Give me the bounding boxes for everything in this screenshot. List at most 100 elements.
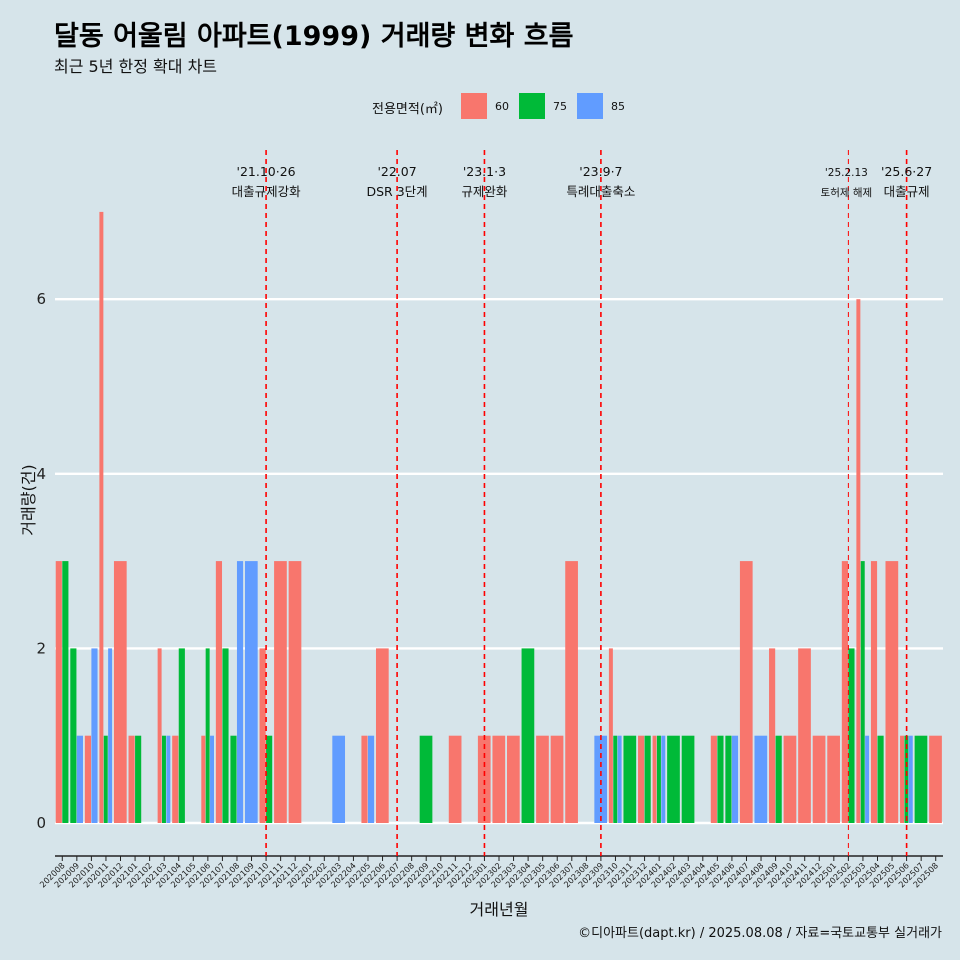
bar-202401-60 [652,735,657,823]
bar-202010-60 [84,735,91,823]
bar-202505-60 [885,561,899,823]
y-tick-label-0: 0 [36,814,46,832]
event-text-5: 대출규제 [884,184,930,199]
bar-202502-60 [841,561,848,823]
bar-202503-85 [865,735,870,823]
bar-202110-75 [266,735,273,823]
bar-202406-85 [731,735,739,823]
legend-key-85 [577,93,603,119]
bar-202107-75 [222,648,229,823]
bar-202409-75 [775,735,782,823]
bar-202504-60 [870,561,878,823]
bar-202306-60 [550,735,564,823]
bar-202412-60 [812,735,826,823]
bar-202302-60 [492,735,506,823]
bar-202312-60 [638,735,645,823]
bar-202106-85 [210,735,215,823]
bar-202503-75 [860,561,865,823]
bar-202010-85 [91,648,98,823]
event-date-2: '23.1·3 [463,164,506,179]
source-caption: ©디아파트(dapt.kr) / 2025.08.08 / 자료=국토교통부 실… [578,926,942,941]
legend-key-60 [461,93,487,119]
bar-202107-60 [215,561,223,823]
bar-202305-60 [536,735,549,823]
bar-202008-75 [62,561,69,823]
bar-202507-75 [914,735,928,823]
bar-202309-85 [594,735,608,823]
bar-202405-60 [710,735,717,823]
event-text-0: 대출규제강화 [232,184,302,199]
y-axis-title: 거래량(건) [19,464,38,535]
event-date-5: '25.6·27 [881,164,932,179]
bar-202310-75 [613,735,618,823]
bar-202406-75 [725,735,732,823]
bar-202203-85 [332,735,346,823]
y-tick-label-4: 4 [36,465,46,483]
bar-202502-75 [848,648,855,823]
bar-202106-75 [205,648,210,823]
bar-202011-85 [108,648,113,823]
bar-202503-60 [856,299,861,823]
bar-202008-60 [55,561,62,823]
bar-202012-60 [113,561,127,823]
legend-key-75 [519,93,545,119]
bar-202508-60 [929,735,942,823]
bar-202403-75 [681,735,695,823]
bar-202103-60 [157,648,162,823]
bar-202109-85 [244,561,258,823]
bar-202106-60 [201,735,206,823]
bar-202506-85 [908,735,913,823]
bar-202407-60 [739,561,753,823]
bar-202307-60 [565,561,578,823]
event-date-1: '22.07 [377,164,416,179]
bar-202009-85 [76,735,83,823]
bar-202301-60 [477,735,491,823]
bar-202101-75 [135,735,142,823]
bar-202211-60 [448,735,462,823]
event-text-1: DSR 3단계 [367,184,428,199]
chart-subtitle: 최근 5년 한정 확대 차트 [54,57,218,76]
bar-202304-75 [521,648,535,823]
event-text-3: 특례대출축소 [566,184,635,199]
chart-title: 달동 어울림 아파트(1999) 거래량 변화 흐름 [54,21,574,52]
bar-202110-60 [259,648,266,823]
event-date-3: '23.9·7 [579,164,622,179]
bar-202506-60 [900,735,905,823]
event-date-4: '25.2.13 [825,167,868,179]
bar-202303-60 [507,735,520,823]
bar-202310-85 [617,735,622,823]
bar-202108-75 [230,735,237,823]
bar-202205-85 [367,735,375,823]
bar-202104-75 [178,648,185,823]
bar-202103-85 [166,735,171,823]
bar-202401-85 [661,735,666,823]
bar-202103-75 [161,735,166,823]
bar-202011-75 [103,735,108,823]
bar-202104-60 [172,735,179,823]
y-tick-label-2: 2 [36,639,46,657]
bar-202410-60 [783,735,797,823]
event-date-0: '21.10·26 [237,164,296,179]
bar-202411-60 [798,648,811,823]
bar-202311-75 [623,735,637,823]
legend: 전용면적(㎡) 60 75 85 [0,92,960,122]
bar-202506-75 [904,735,909,823]
bar-202408-85 [754,735,768,823]
bar-202112-60 [288,561,302,823]
legend-label-60: 60 [495,100,509,113]
bar-202009-75 [70,648,77,823]
bar-202011-60 [99,211,104,823]
legend-label-85: 85 [611,100,625,113]
bar-202405-75 [717,735,724,823]
bar-202111-60 [274,561,287,823]
bar-202402-75 [667,735,680,823]
legend-title: 전용면적(㎡) [372,102,443,117]
bar-202504-75 [877,735,884,823]
event-text-4: 토허제 해제 [821,186,873,199]
x-axis-title: 거래년월 [470,900,529,919]
bar-202108-85 [236,561,244,823]
legend-label-75: 75 [553,100,567,113]
bar-202310-60 [608,648,613,823]
bar-202401-75 [656,735,661,823]
